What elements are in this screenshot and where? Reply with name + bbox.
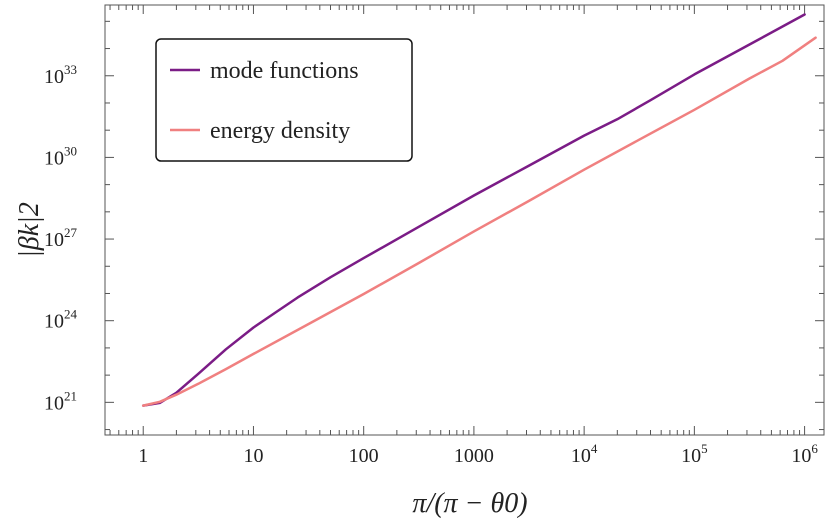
- x-tick-labels: 1 10 100 1000 104 105 106: [138, 441, 818, 467]
- y-axis-label: |βk|2: [14, 202, 45, 258]
- plot-frame: [104, 4, 825, 436]
- y-tick-label: 1027: [44, 225, 78, 251]
- series-line-energy-density: [141, 36, 817, 407]
- x-axis-label-text: π/(π − θ0): [412, 488, 527, 519]
- y-tick-label: 1024: [44, 307, 78, 333]
- y-tick-label: 1030: [44, 143, 77, 169]
- y-tick-labels: 1021 1024 1027 1030 1033: [44, 62, 78, 415]
- legend-label-energy-density: energy density: [210, 118, 350, 144]
- x-axis-label: π/(π − θ0): [412, 488, 527, 519]
- y-tick-label: 1021: [44, 388, 77, 414]
- y-axis-label-text: |βk|2: [14, 202, 45, 258]
- x-tick-label: 10: [243, 445, 263, 467]
- x-tick-label: 100: [349, 445, 379, 467]
- legend-label-mode-functions: mode functions: [210, 58, 359, 84]
- x-tick-label: 106: [791, 441, 818, 467]
- series-line-mode-functions: [141, 13, 806, 407]
- series-layer: [141, 13, 817, 407]
- x-tick-label: 1000: [454, 445, 494, 467]
- legend-box: [155, 38, 413, 162]
- y-tick-label: 1033: [44, 62, 77, 88]
- tick-marks: [105, 5, 824, 435]
- x-tick-label: 105: [681, 441, 708, 467]
- x-tick-label: 1: [138, 445, 148, 467]
- x-tick-label: 104: [571, 441, 598, 467]
- legend: mode functions energy density: [155, 38, 413, 162]
